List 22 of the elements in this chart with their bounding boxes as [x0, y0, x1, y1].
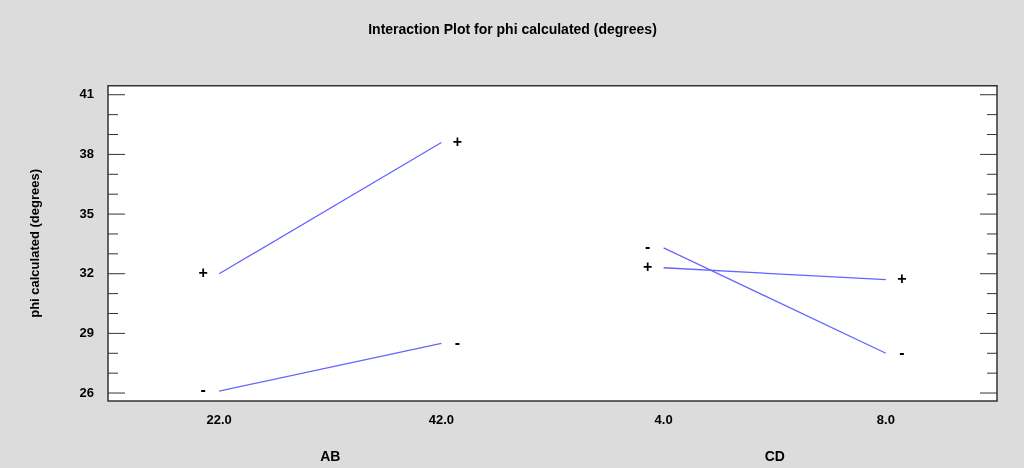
text: CD — [764, 448, 785, 464]
annotation: - — [200, 381, 206, 399]
x-tick-label: 42.0 — [428, 412, 455, 428]
annotation: - — [644, 238, 651, 256]
chart-title: Interaction Plot for phi calculated (degrees) — [368, 21, 657, 38]
y-tick-label: 29 — [79, 324, 94, 340]
annotation: + — [642, 258, 653, 276]
x-tick-label: 4.0 — [654, 412, 673, 428]
annotation: - — [899, 343, 905, 361]
x-tick-label: 8.0 — [876, 412, 895, 428]
annotation: + — [452, 132, 463, 150]
y-axis-title: phi calculated (degrees) — [27, 168, 43, 318]
y-tick-label: 35 — [79, 205, 94, 221]
y-tick-label: 38 — [79, 145, 94, 161]
y-tick-label: 41 — [79, 86, 94, 102]
y-tick-label: 26 — [79, 384, 94, 400]
text: AB — [320, 448, 341, 464]
annotation: + — [198, 264, 208, 282]
y-tick-label: 32 — [79, 265, 94, 281]
x-tick-label: 22.0 — [206, 412, 232, 428]
annotation: + — [897, 270, 907, 288]
annotation: - — [454, 333, 461, 351]
